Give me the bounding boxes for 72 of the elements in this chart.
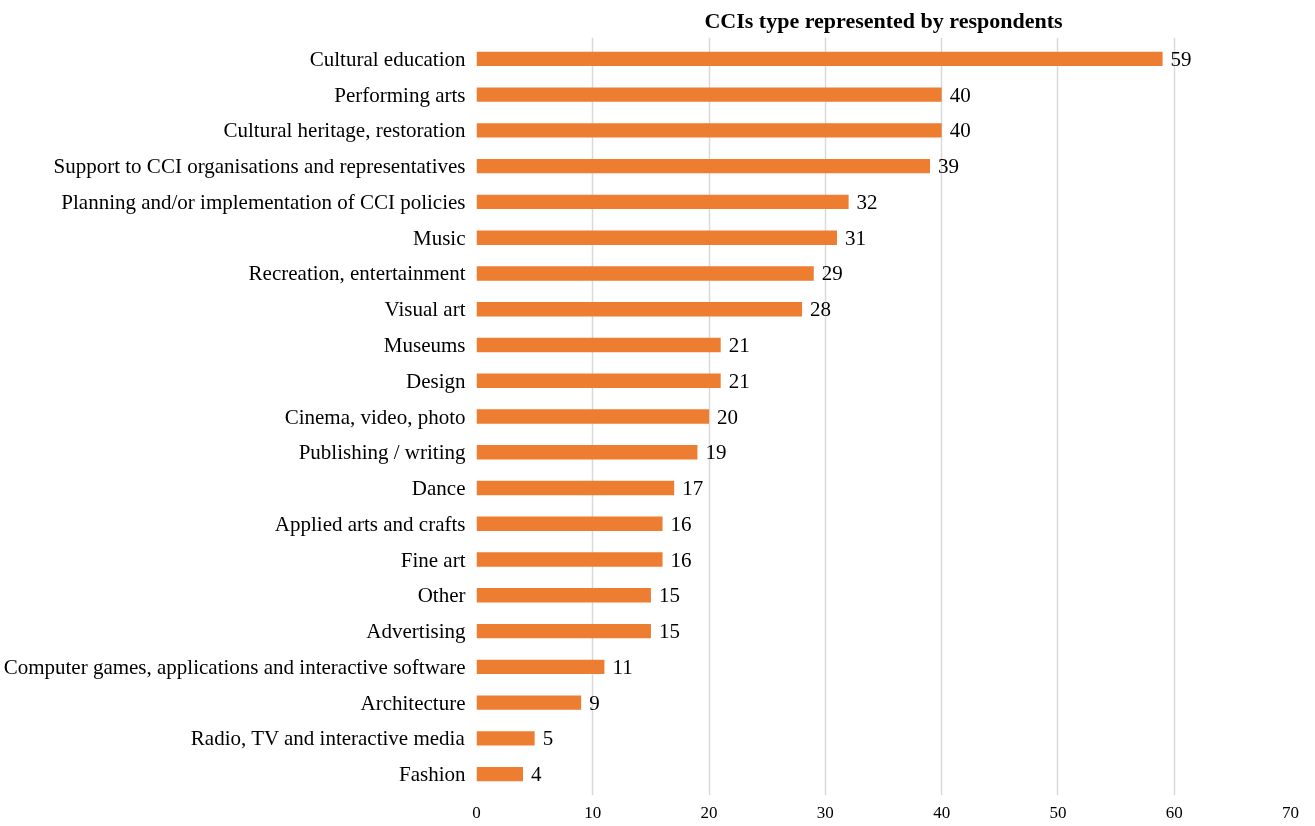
bar	[476, 302, 803, 317]
y-tick-label: Planning and/or implementation of CCI policies	[61, 189, 466, 214]
data-label: 29	[821, 261, 843, 286]
x-tick-label: 30	[816, 802, 834, 822]
bar	[476, 623, 651, 639]
data-label: 40	[949, 118, 971, 143]
x-tick-label: 50	[1049, 802, 1067, 822]
y-tick-label: Cultural education	[309, 46, 466, 71]
y-tick-label: Radio, TV and interactive media	[190, 726, 466, 751]
y-tick-label: Museums	[383, 332, 466, 357]
y-tick-label: Advertising	[366, 619, 466, 644]
bar	[476, 695, 582, 710]
y-tick-label: Design	[406, 368, 466, 393]
data-label: 59	[1170, 46, 1192, 71]
data-label: 15	[658, 583, 680, 608]
data-label: 32	[856, 189, 878, 214]
bar	[476, 480, 675, 496]
data-label: 16	[670, 547, 692, 572]
y-tick-label: Fine art	[400, 547, 466, 572]
data-label: 17	[682, 476, 704, 501]
y-tick-label: Recreation, entertainment	[248, 261, 466, 286]
x-tick-label: 40	[933, 802, 951, 822]
data-label: 5	[542, 726, 554, 751]
bar	[476, 51, 1163, 67]
x-tick-label: 60	[1165, 802, 1183, 822]
y-tick-label: Support to CCI organisations and representatives	[53, 154, 466, 179]
bar	[476, 731, 535, 746]
y-tick-label: Other	[417, 583, 466, 608]
chart-title: CCIs type represented by respondents	[704, 7, 1064, 33]
x-tick-label: 10	[584, 802, 602, 822]
bar	[476, 659, 605, 674]
bar	[476, 409, 710, 424]
y-tick-label: Cinema, video, photo	[284, 404, 466, 429]
y-tick-label: Music	[413, 225, 466, 250]
x-tick-label: 70	[1282, 802, 1299, 822]
bar	[476, 445, 698, 460]
x-tick-label: 0	[472, 802, 481, 822]
bar	[476, 159, 931, 174]
y-tick-label: Visual art	[384, 297, 466, 322]
y-tick-label: Computer games, applications and interactive software	[3, 654, 466, 679]
bar	[476, 373, 721, 388]
data-label: 39	[938, 154, 960, 179]
data-label: 11	[612, 654, 633, 679]
y-tick-label: Applied arts and crafts	[274, 511, 466, 536]
y-tick-label: Cultural heritage, restoration	[223, 118, 466, 143]
bar	[476, 230, 837, 245]
bar	[476, 766, 524, 782]
bar	[476, 123, 942, 138]
data-label: 21	[728, 332, 750, 357]
data-label: 15	[658, 619, 680, 644]
bar	[476, 194, 849, 210]
bar	[476, 516, 663, 531]
bar	[476, 266, 814, 281]
bar	[476, 552, 663, 567]
bar	[476, 337, 721, 353]
data-label: 40	[949, 82, 971, 107]
y-tick-label: Architecture	[360, 690, 466, 715]
data-label: 21	[728, 368, 750, 393]
y-tick-label: Performing arts	[334, 82, 466, 107]
data-label: 4	[531, 762, 543, 787]
y-tick-label: Publishing / writing	[298, 440, 466, 465]
x-tick-label: 20	[700, 802, 718, 822]
data-label: 16	[670, 511, 692, 536]
bar	[476, 588, 651, 603]
y-tick-label: Fashion	[398, 762, 466, 787]
data-label: 28	[810, 297, 832, 322]
bar	[476, 87, 942, 102]
data-label: 9	[589, 690, 600, 715]
data-label: 19	[705, 440, 727, 465]
data-label: 20	[717, 404, 739, 429]
data-label: 31	[844, 225, 866, 250]
y-tick-label: Dance	[411, 476, 466, 501]
